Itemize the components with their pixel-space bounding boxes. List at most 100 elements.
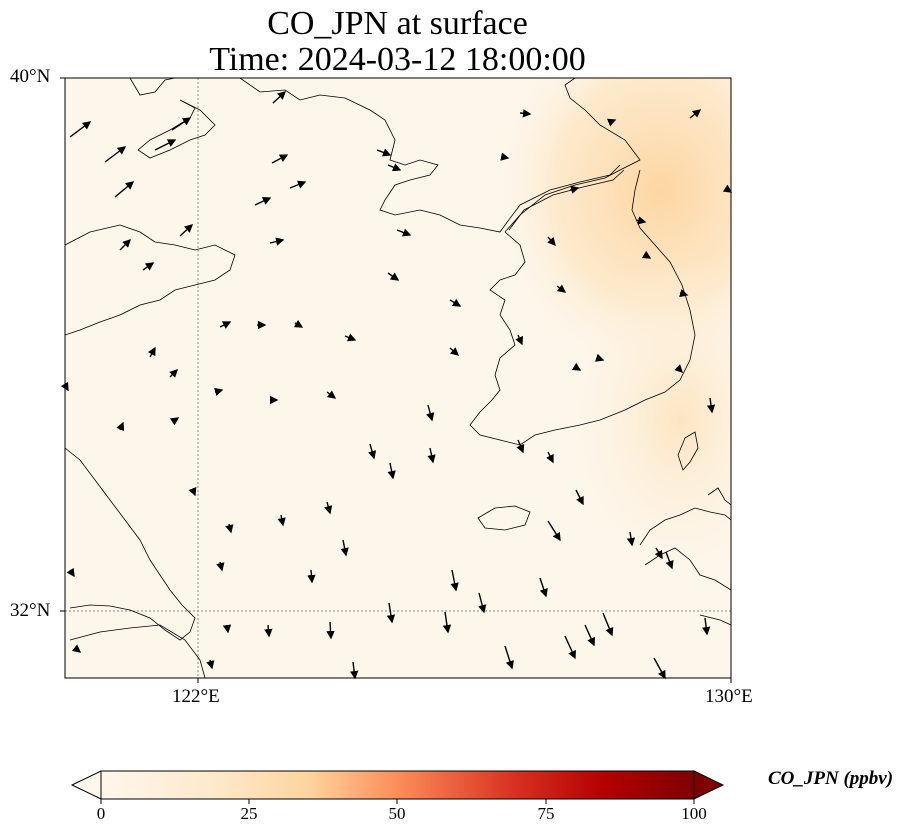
wind-arrow [387,462,396,480]
colorbar-tick-75: 75 [537,804,555,823]
map-subtitle: Time: 2024-03-12 18:00:00 [209,41,586,78]
axis-ticks [60,77,732,683]
wind-arrow [271,154,289,164]
lon-label-130e: 130°E [705,686,753,707]
wind-arrow [515,334,523,346]
wind-arrow [376,148,392,157]
wind-vectors [60,91,733,680]
wind-arrow [584,624,595,647]
wind-arrow [546,451,554,464]
colorbar-tick-100: 100 [681,804,707,823]
wind-arrow [635,216,647,225]
wind-arrow [277,514,286,527]
wind-arrow [679,289,689,298]
wind-arrow [665,551,674,570]
wind-arrow [114,181,135,198]
wind-arrow [478,592,487,614]
wind-arrow [722,184,733,193]
wind-arrow [147,346,156,358]
wind-arrow [171,117,192,131]
wind-arrow [564,635,576,660]
wind-arrow [701,617,711,636]
wind-arrow [539,577,548,598]
wind-arrow [641,250,652,259]
colorbar [70,770,725,804]
wind-arrow [654,547,663,560]
wind-arrow [547,236,556,247]
wind-arrow [66,567,75,578]
wind-arrow [706,397,716,414]
wind-arrow [569,185,580,194]
colorbar-tick-50: 50 [388,804,406,823]
wind-arrow [104,146,127,163]
wind-arrow [142,262,155,271]
wind-arrow [602,612,614,637]
co-plume-east [560,250,731,590]
wind-arrow [547,520,561,542]
wind-arrow [396,228,412,237]
wind-arrow [387,272,400,281]
wind-arrow [219,321,232,329]
wind-arrow [606,118,617,127]
wind-arrow [222,624,232,634]
wind-arrow [504,645,514,670]
wind-arrow [71,644,82,653]
wind-arrow [169,417,180,426]
wind-arrow [254,197,272,206]
wind-arrow [516,439,525,454]
wind-arrow [179,224,194,237]
wind-arrow [426,404,435,422]
lat-label-32n: 32°N [10,600,51,621]
wind-arrow [571,362,582,371]
wind-arrow [269,237,285,246]
wind-arrow [119,239,131,251]
wind-arrow [60,381,69,392]
wind-arrow [442,611,452,634]
wind-arrow [116,421,125,432]
wind-arrow [575,489,584,506]
wind-arrow [689,109,702,119]
wind-arrow [169,369,178,378]
colorbar-label: CO_JPN (ppbv) [768,768,894,789]
wind-arrow [450,569,459,592]
wind-arrow [500,152,510,161]
wind-arrow [307,569,316,584]
colorbar-extend-low [70,770,102,800]
wind-arrow [519,109,532,118]
wind-arrow [653,657,666,680]
wind-arrow [264,624,273,638]
lat-label-40n: 40°N [10,66,51,87]
wind-arrow [387,163,402,172]
wind-arrow [349,661,359,680]
wind-arrow [324,501,333,515]
colorbar-tick-0: 0 [96,804,106,823]
wind-arrow [556,284,567,293]
wind-arrow [216,561,225,572]
wind-arrow [69,121,92,138]
map-field [65,78,731,678]
wind-arrow [326,621,335,640]
colorbar-extend-high [693,770,725,800]
wind-arrow [368,443,377,460]
wind-arrow [272,91,287,104]
wind-arrow [188,486,197,497]
colorbar-tick-25: 25 [240,804,258,823]
wind-arrow [386,602,396,624]
wind-arrow [214,387,224,396]
map-frame [64,77,732,679]
wind-arrow [595,353,605,362]
wind-arrow [340,539,349,557]
wind-arrow [326,390,337,399]
wind-arrow [427,447,436,464]
wind-arrow [293,319,304,328]
wind-arrow [225,523,234,534]
wind-arrow [449,347,460,356]
wind-arrow [206,659,215,670]
wind-arrow [674,364,683,373]
wind-arrow [344,333,357,342]
map-title: CO_JPN at surface [267,5,528,42]
colorbar-gradient [100,770,695,800]
wind-arrow [289,180,307,189]
lon-label-122e: 122°E [172,686,220,707]
